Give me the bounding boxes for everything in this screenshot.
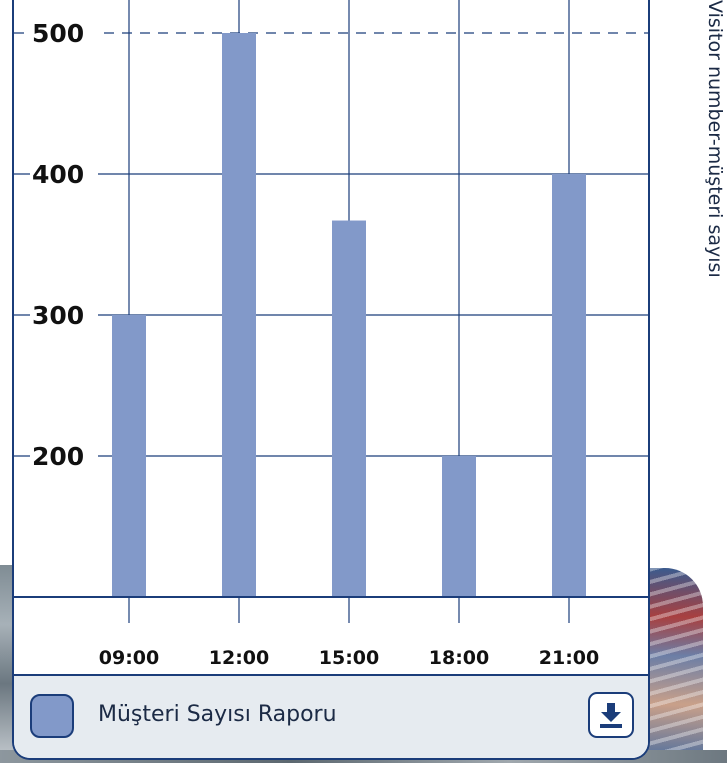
x-tick-label: 15:00 xyxy=(319,647,379,669)
bar xyxy=(442,456,476,597)
chart-card: 09:00 12:00 15:00 18:00 21:00 200 300 400 500 Mü… xyxy=(12,0,650,760)
y-tick-label: 500 xyxy=(32,19,84,48)
background-photo-right xyxy=(648,568,703,763)
y-tick-label-bg xyxy=(30,440,98,472)
download-icon xyxy=(600,703,622,728)
y-axis-title: Visitor number-müşteri sayısı xyxy=(704,0,726,278)
x-tick-label: 18:00 xyxy=(429,647,489,669)
x-tick-label: 21:00 xyxy=(539,647,599,669)
bar xyxy=(332,220,366,597)
x-tick-label: 12:00 xyxy=(209,647,269,669)
legend-bar: Müşteri Sayısı Raporu xyxy=(14,674,648,758)
legend-swatch xyxy=(30,694,74,738)
y-tick-label: 200 xyxy=(32,442,84,471)
bar-chart: 09:00 12:00 15:00 18:00 21:00 200 300 400 500 xyxy=(14,0,648,669)
y-tick-label: 400 xyxy=(32,160,84,189)
bar xyxy=(112,315,146,597)
y-tick-label-bg xyxy=(30,17,98,49)
y-tick-label-bg xyxy=(30,299,98,331)
x-tick-label: 09:00 xyxy=(99,647,159,669)
download-button[interactable] xyxy=(588,692,634,738)
y-tick-label: 300 xyxy=(32,301,84,330)
legend-label: Müşteri Sayısı Raporu xyxy=(98,702,337,727)
y-tick-label-bg xyxy=(30,158,98,190)
bar xyxy=(552,174,586,597)
bar xyxy=(222,33,256,597)
